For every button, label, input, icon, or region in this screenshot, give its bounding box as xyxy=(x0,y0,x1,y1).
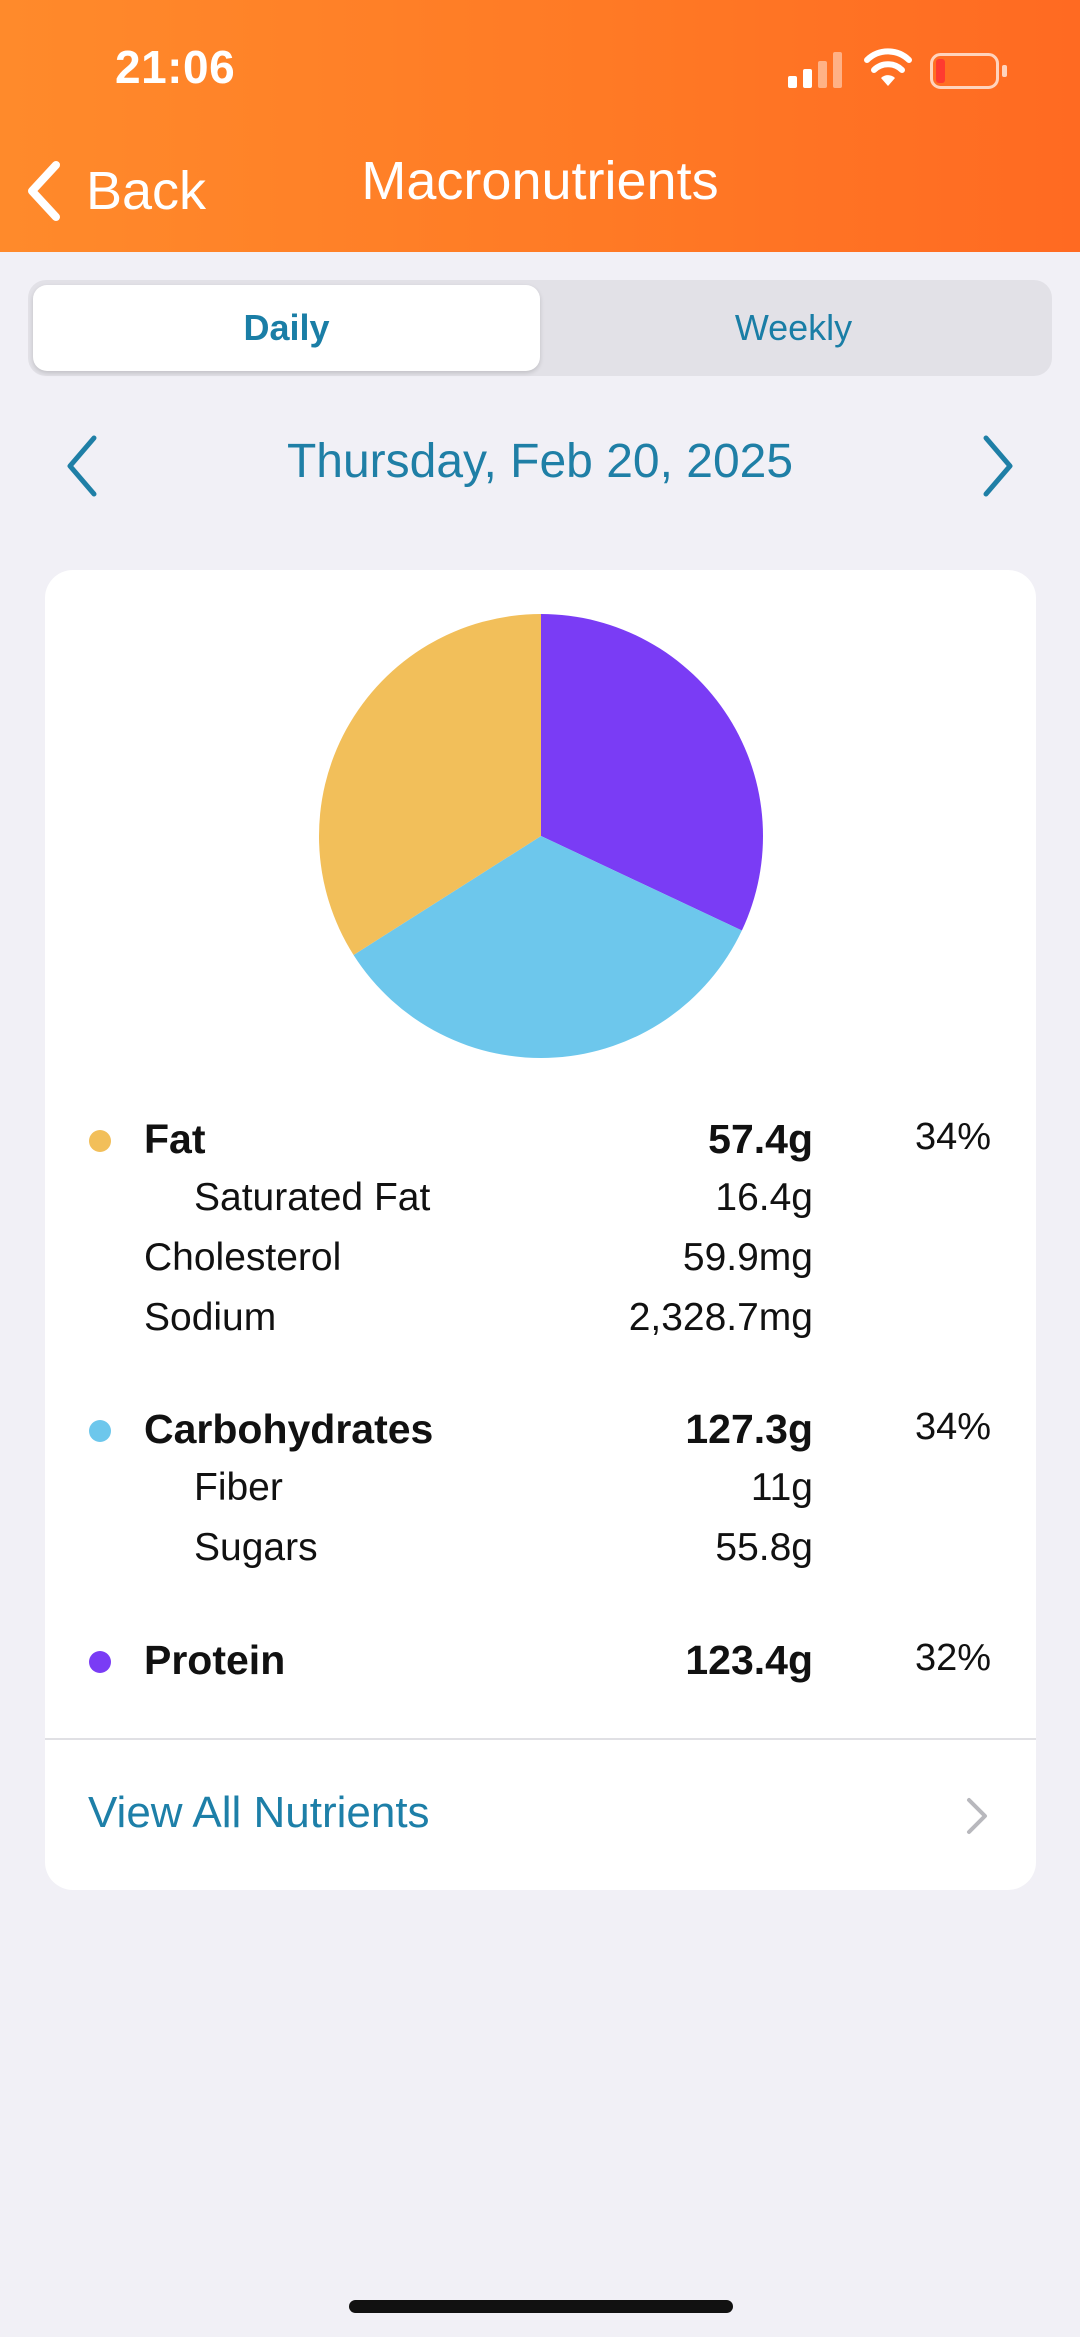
pie-slice-protein xyxy=(541,614,763,931)
nutrient-row-fiber: Fiber 11g xyxy=(45,1460,1036,1520)
previous-date-button[interactable] xyxy=(52,428,112,504)
status-time: 21:06 xyxy=(115,41,236,93)
cellular-signal-icon xyxy=(788,52,842,88)
macronutrient-pie-chart xyxy=(319,614,763,1058)
fat-label: Fat xyxy=(144,1116,206,1162)
sodium-label: Sodium xyxy=(144,1296,277,1339)
view-all-nutrients-label: View All Nutrients xyxy=(88,1788,430,1837)
protein-amount: 123.4g xyxy=(685,1637,813,1683)
sodium-amount: 2,328.7mg xyxy=(628,1296,813,1339)
carbohydrates-percent: 34% xyxy=(914,1406,991,1448)
tab-weekly[interactable]: Weekly xyxy=(734,307,853,348)
protein-percent: 32% xyxy=(914,1637,991,1679)
tab-daily[interactable]: Daily xyxy=(33,285,540,371)
back-label: Back xyxy=(86,161,207,221)
cholesterol-amount: 59.9mg xyxy=(682,1236,813,1279)
header-bar: 21:06 Back Macronutrients xyxy=(0,0,1080,252)
battery-low-icon xyxy=(930,53,1007,89)
protein-legend-dot xyxy=(89,1651,111,1673)
back-button[interactable]: Back xyxy=(24,156,206,226)
next-date-button[interactable] xyxy=(968,428,1028,504)
fat-percent: 34% xyxy=(914,1116,991,1158)
cholesterol-label: Cholesterol xyxy=(144,1236,342,1279)
view-all-nutrients-button[interactable]: View All Nutrients xyxy=(45,1742,1036,1890)
saturated-fat-amount: 16.4g xyxy=(715,1176,813,1219)
fat-amount: 57.4g xyxy=(708,1116,813,1162)
period-segmented-control: Daily Weekly xyxy=(28,280,1052,376)
divider xyxy=(45,1738,1036,1740)
fiber-label: Fiber xyxy=(194,1466,283,1509)
carbohydrates-amount: 127.3g xyxy=(685,1406,813,1452)
nutrient-row-saturated-fat: Saturated Fat 16.4g xyxy=(45,1170,1036,1230)
protein-label: Protein xyxy=(144,1637,286,1683)
chevron-right-icon xyxy=(967,1798,987,1834)
carbohydrates-label: Carbohydrates xyxy=(144,1406,434,1452)
page-title-text: Macronutrients xyxy=(361,151,719,211)
nutrient-row-fat: Fat 57.4g 34% xyxy=(45,1110,1036,1170)
sugars-amount: 55.8g xyxy=(715,1526,813,1569)
pie-slice-carbohydrates xyxy=(353,836,742,1058)
pie-slice-fat xyxy=(319,614,541,955)
nutrient-row-sugars: Sugars 55.8g xyxy=(45,1520,1036,1580)
date-navigator: Thursday, Feb 20, 2025 xyxy=(0,420,1080,510)
wifi-icon xyxy=(864,48,912,86)
chevron-left-icon xyxy=(28,161,60,221)
sugars-label: Sugars xyxy=(194,1526,318,1569)
date-label: Thursday, Feb 20, 2025 xyxy=(286,435,794,488)
nutrient-row-protein: Protein 123.4g 32% xyxy=(45,1631,1036,1691)
nutrient-row-carbohydrates: Carbohydrates 127.3g 34% xyxy=(45,1400,1036,1460)
macronutrients-card: Fat 57.4g 34% Saturated Fat 16.4g Choles… xyxy=(45,570,1036,1890)
saturated-fat-label: Saturated Fat xyxy=(194,1176,431,1219)
fiber-amount: 11g xyxy=(750,1466,813,1509)
nutrient-row-sodium: Sodium 2,328.7mg xyxy=(45,1290,1036,1350)
nutrient-row-cholesterol: Cholesterol 59.9mg xyxy=(45,1230,1036,1290)
home-indicator xyxy=(349,2300,733,2313)
fat-legend-dot xyxy=(89,1130,111,1152)
carbohydrates-legend-dot xyxy=(89,1420,111,1442)
